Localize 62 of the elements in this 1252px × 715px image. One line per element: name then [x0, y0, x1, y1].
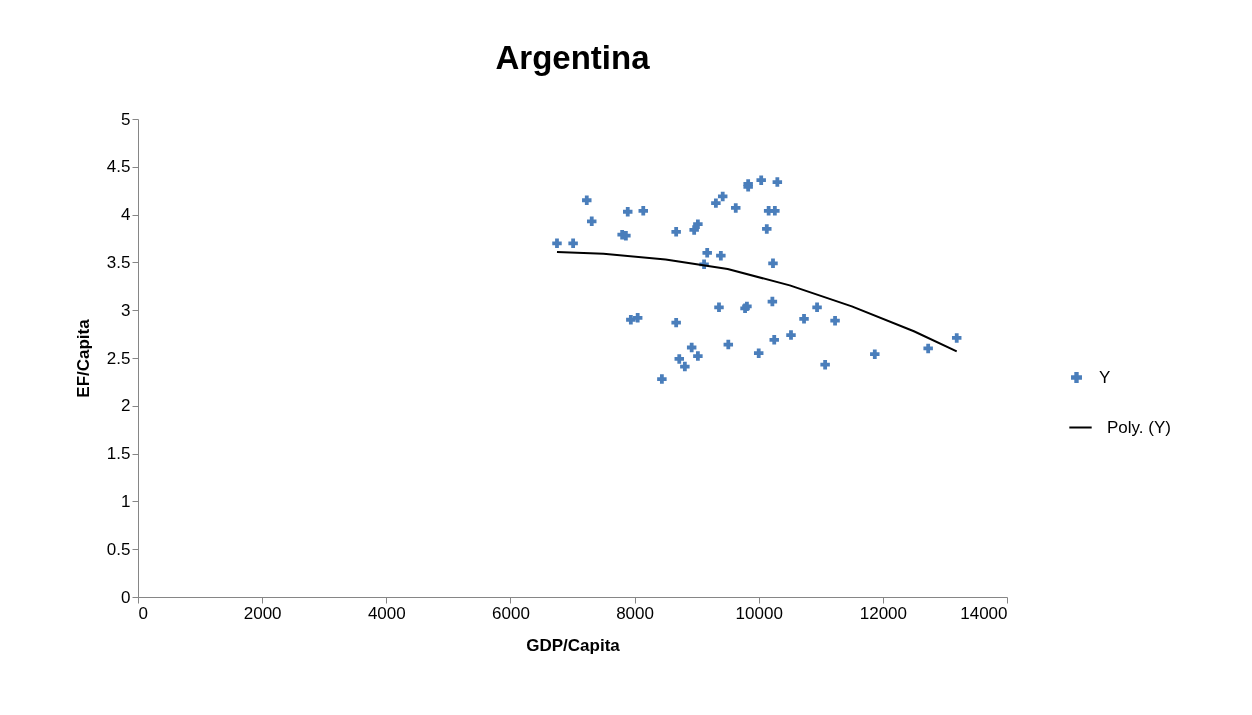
point [768, 258, 778, 269]
point [587, 216, 597, 227]
line-series [555, 250, 958, 353]
y-tick-label: 5 [121, 109, 131, 129]
point [638, 206, 648, 216]
point [786, 330, 796, 340]
point [723, 339, 734, 350]
point [626, 315, 636, 325]
point [769, 335, 779, 345]
point [799, 314, 809, 324]
point [756, 175, 766, 185]
y-tick-label: 2.5 [106, 348, 131, 368]
point [693, 351, 703, 361]
x-axis-title: GDP/Capita [526, 635, 621, 655]
point [657, 374, 667, 384]
point [568, 238, 578, 249]
point [693, 219, 703, 229]
x-tick-label: 12000 [859, 603, 907, 623]
x-tick-label: 10000 [735, 603, 783, 623]
x-tick-label: 2000 [243, 603, 282, 623]
point [711, 198, 721, 208]
point [671, 317, 681, 328]
y-tick-label: 4.5 [106, 157, 131, 177]
point [632, 313, 643, 323]
point [671, 227, 681, 237]
y-tick-label: 3 [121, 300, 131, 320]
legend-label: Poly. (Y) [1107, 417, 1171, 437]
x-tick-label: 14000 [960, 603, 1008, 623]
point [674, 354, 685, 364]
y-tick-label: 3.5 [106, 252, 131, 272]
y-tick-label: 1.5 [106, 444, 131, 464]
x-tick-label: 4000 [367, 603, 406, 623]
x-tick-label: 6000 [492, 603, 530, 623]
y-tick-label: 4 [121, 205, 131, 225]
point [716, 250, 726, 261]
point [923, 343, 933, 354]
y-tick-label: 2 [121, 396, 131, 416]
chart-title: Argentina [495, 39, 651, 76]
y-tick-label: 0.5 [106, 539, 131, 559]
point [870, 349, 880, 359]
point [582, 195, 592, 205]
x-tick-label: 0 [138, 603, 148, 623]
point [762, 224, 772, 234]
y-axis-title: EF/Capita [73, 318, 93, 398]
y-tick-label: 0 [121, 587, 131, 607]
point [680, 361, 690, 372]
point [772, 177, 783, 187]
point [552, 238, 562, 249]
point [830, 315, 840, 326]
point [753, 348, 764, 358]
point [623, 206, 633, 217]
point [820, 359, 830, 370]
point [714, 302, 724, 313]
point [812, 302, 822, 313]
point [951, 333, 962, 343]
point [731, 203, 741, 213]
point [770, 206, 780, 216]
point [689, 225, 699, 235]
point [702, 248, 712, 258]
x-tick-label: 8000 [616, 603, 654, 623]
y-tick-label: 1 [121, 491, 131, 511]
legend-label: Y [1099, 367, 1111, 387]
